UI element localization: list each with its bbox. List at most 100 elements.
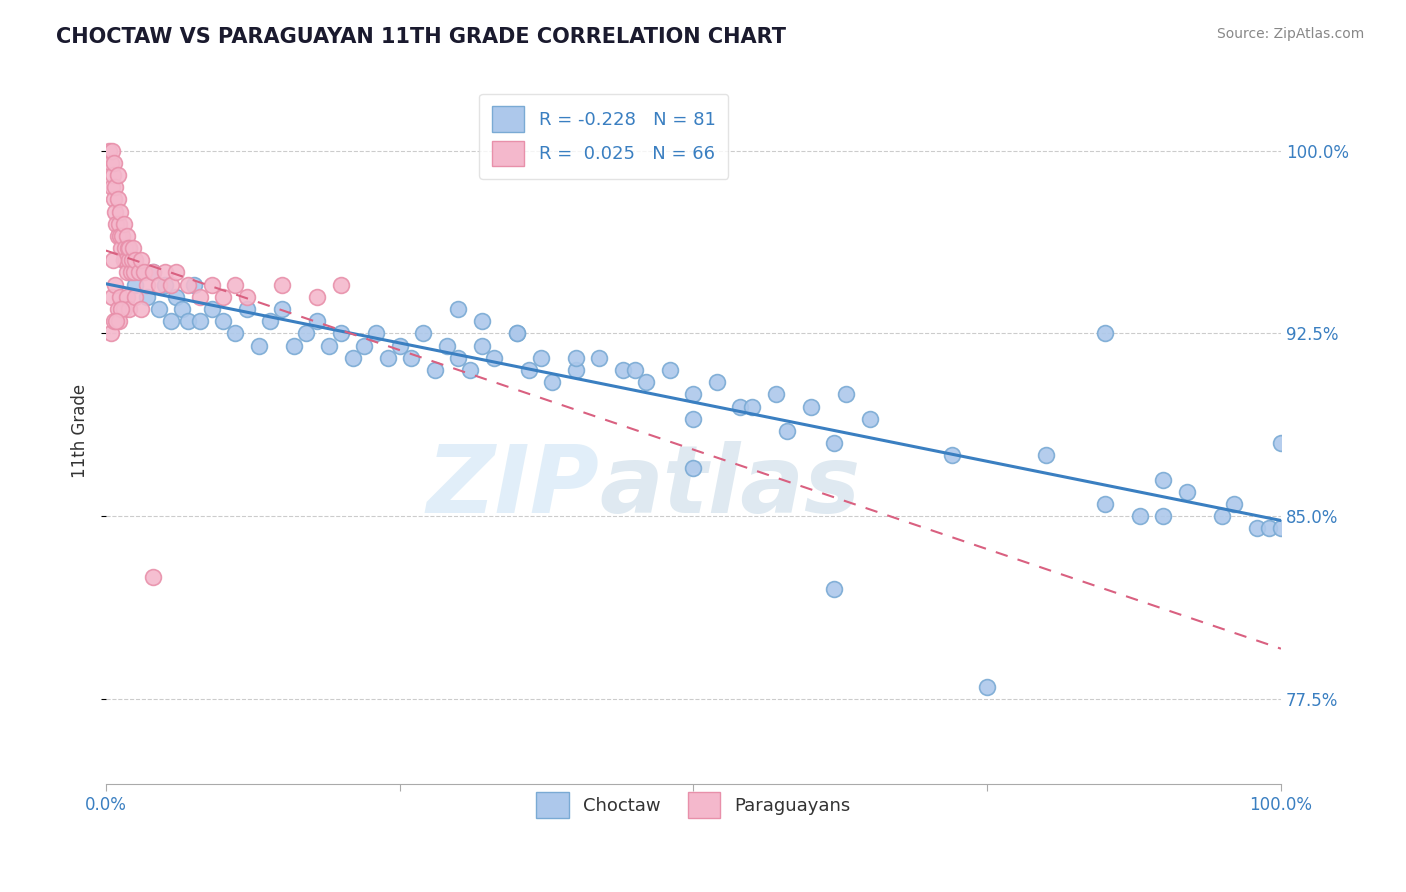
Point [108,290,131,304]
Point [124,253,146,268]
Point [128,265,150,279]
Point [471,338,494,352]
Point [107,301,129,316]
Point [623,363,645,377]
Point [800,400,823,414]
Point [112,301,135,316]
Point [124,277,146,292]
Point [111,228,134,243]
Point [98,144,121,158]
Point [107,228,129,243]
Point [307,314,329,328]
Point [124,290,146,304]
Point [118,301,141,316]
Point [224,326,246,341]
Point [224,277,246,292]
Point [765,387,787,401]
Point [136,277,159,292]
Point [835,387,858,401]
Point [682,411,704,425]
Y-axis label: 11th Grade: 11th Grade [72,384,89,478]
Point [236,301,259,316]
Point [118,253,141,268]
Point [1246,521,1268,535]
Point [114,241,136,255]
Point [129,265,152,279]
Point [118,241,141,255]
Point [115,265,138,279]
Point [132,265,155,279]
Point [148,301,170,316]
Point [588,351,610,365]
Point [188,314,211,328]
Point [1129,509,1152,524]
Text: atlas: atlas [599,442,860,533]
Point [101,180,124,194]
Text: Source: ZipAtlas.com: Source: ZipAtlas.com [1216,27,1364,41]
Point [159,314,181,328]
Point [329,277,352,292]
Point [318,338,340,352]
Point [115,228,138,243]
Point [976,680,998,694]
Point [741,400,763,414]
Point [101,168,124,182]
Point [172,301,194,316]
Point [153,265,176,279]
Point [271,301,294,316]
Point [104,204,127,219]
Point [188,290,211,304]
Point [159,277,181,292]
Point [105,217,128,231]
Point [412,326,434,341]
Point [212,314,235,328]
Point [115,253,138,268]
Point [506,326,529,341]
Point [103,155,125,169]
Point [612,363,634,377]
Point [117,241,139,255]
Point [565,363,588,377]
Point [183,277,205,292]
Point [247,338,270,352]
Point [107,168,129,182]
Point [105,314,128,328]
Point [436,338,458,352]
Point [112,253,135,268]
Point [283,338,305,352]
Point [100,155,122,169]
Point [307,290,329,304]
Point [107,192,129,206]
Point [565,351,588,365]
Point [201,301,224,316]
Point [100,326,122,341]
Point [108,228,131,243]
Point [142,570,165,584]
Legend: Choctaw, Paraguayans: Choctaw, Paraguayans [529,785,858,825]
Point [377,351,399,365]
Point [353,338,375,352]
Point [108,217,131,231]
Point [103,314,125,328]
Point [482,351,505,365]
Point [104,180,127,194]
Point [636,375,658,389]
Point [776,424,799,438]
Point [122,241,145,255]
Point [1175,484,1198,499]
Point [142,265,165,279]
Point [1152,473,1174,487]
Point [271,277,294,292]
Text: CHOCTAW VS PARAGUAYAN 11TH GRADE CORRELATION CHART: CHOCTAW VS PARAGUAYAN 11TH GRADE CORRELA… [56,27,786,46]
Point [388,338,411,352]
Point [112,253,135,268]
Point [1270,436,1292,450]
Point [120,265,142,279]
Point [1270,521,1292,535]
Point [212,290,235,304]
Point [1258,521,1281,535]
Point [329,326,352,341]
Point [823,582,845,597]
Point [104,277,127,292]
Point [148,277,170,292]
